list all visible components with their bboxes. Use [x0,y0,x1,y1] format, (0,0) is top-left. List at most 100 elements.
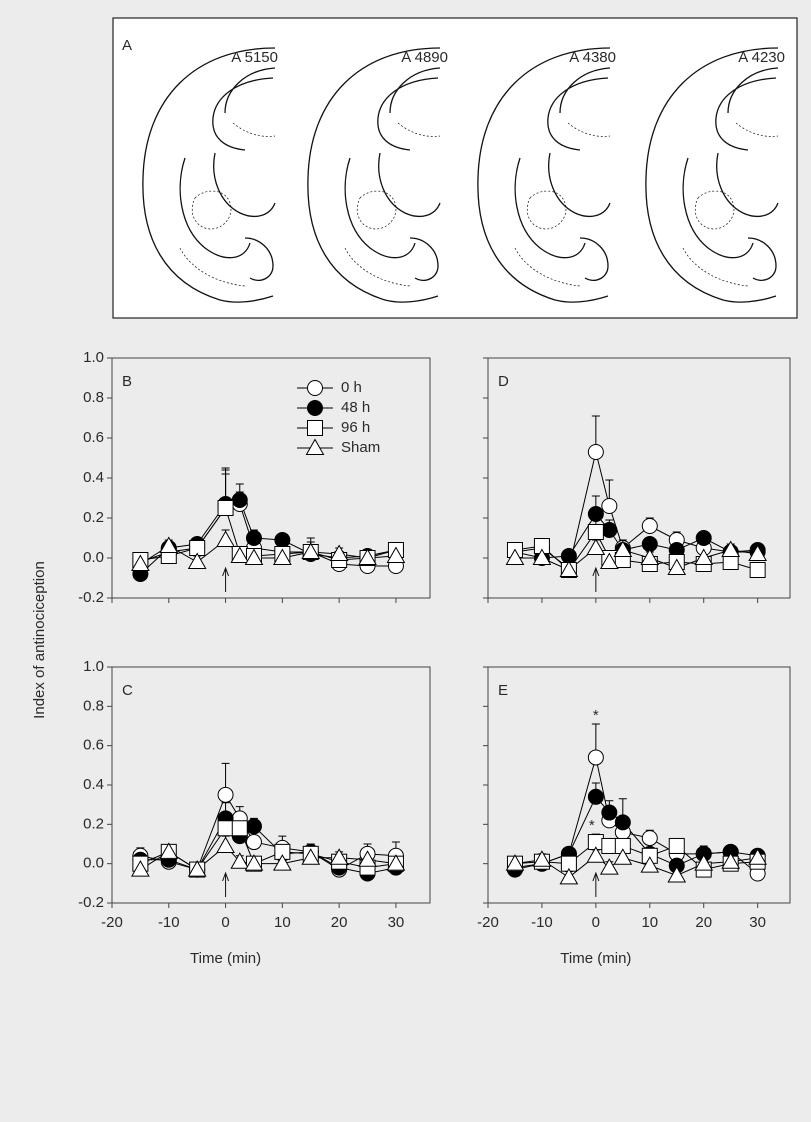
x-tick-label: -10 [158,914,180,931]
y-tick-label: 0.4 [83,469,104,486]
section-label: A 4230 [738,49,785,66]
x-tick-label: 10 [274,914,291,931]
marker [694,548,714,565]
x-axis-label: Time (min) [190,950,261,967]
event-arrow [222,871,230,897]
legend-label: Sham [341,439,380,456]
legend-label: 48 h [341,399,370,416]
panel-label: E [498,682,508,699]
marker [358,548,377,565]
marker [532,850,552,867]
marker [640,856,660,873]
event-arrow [222,566,230,592]
marker [274,532,291,548]
legend-label: 96 h [341,419,370,436]
y-tick-label: 1.0 [83,349,104,366]
marker [695,530,712,546]
marker [245,530,262,546]
y-tick-label: 1.0 [83,658,104,675]
series-line [140,539,396,565]
plot-frame [111,357,431,599]
marker [131,554,150,571]
x-tick-label: 20 [695,914,712,931]
marker [159,842,179,859]
event-arrow [592,871,600,897]
series-line [140,506,397,561]
panel-label: A [122,37,132,54]
x-tick-label: -10 [531,914,553,931]
series-line [514,795,758,871]
marker [244,854,264,871]
y-tick-label: -0.2 [78,589,104,606]
x-tick-label: 0 [221,914,229,931]
marker [559,560,579,577]
y-tick-label: -0.2 [78,894,104,911]
legend-marker [307,420,323,436]
y-tick-label: 0.4 [83,776,104,793]
x-tick-label: 10 [641,914,658,931]
marker [613,540,633,557]
x-tick-label: 0 [592,914,600,931]
marker [667,558,687,575]
y-tick-label: 0.2 [83,509,104,526]
legend-marker [307,400,323,416]
marker [694,854,714,871]
marker [586,846,606,863]
marker [721,852,741,869]
marker [601,837,618,854]
marker [532,548,552,565]
y-tick-label: 0.8 [83,697,104,714]
marker [599,858,619,875]
marker [230,546,250,563]
annotation: * [593,707,599,724]
event-arrow [592,566,600,592]
marker [272,548,292,565]
y-tick-label: 0.6 [83,737,104,754]
marker [587,506,604,522]
x-tick-label: 30 [388,914,405,931]
marker [505,854,525,871]
marker [217,820,234,837]
marker [641,518,658,534]
marker [587,788,604,805]
marker [601,498,618,514]
legend-label: 0 h [341,379,362,396]
marker [231,820,248,837]
series-line [514,513,758,559]
x-tick-label: -20 [101,914,123,931]
x-tick-label: -20 [477,914,499,931]
marker [159,536,179,553]
marker [230,852,250,869]
series-line [514,547,758,571]
marker [216,836,235,853]
marker [217,500,234,516]
marker [187,860,207,877]
y-axis-label: Index of antinociception [31,561,48,719]
section-label: A 4380 [569,49,616,66]
x-axis-label: Time (min) [560,950,631,967]
y-tick-label: 0.0 [83,549,104,566]
marker [505,548,525,565]
marker [586,538,606,555]
marker [231,492,248,508]
series-line [140,499,397,575]
y-tick-label: 0.6 [83,429,104,446]
marker [614,814,631,831]
legend-marker [307,380,323,396]
marker [668,837,685,854]
x-tick-label: 30 [749,914,766,931]
marker [599,552,619,569]
marker [131,860,150,877]
marker [640,548,660,565]
marker [587,749,604,766]
marker [749,562,766,578]
marker [301,542,321,559]
legend-marker [305,438,325,455]
marker [301,848,321,865]
marker [245,818,262,835]
marker [721,540,741,557]
series-line [514,451,758,569]
marker [641,830,658,847]
